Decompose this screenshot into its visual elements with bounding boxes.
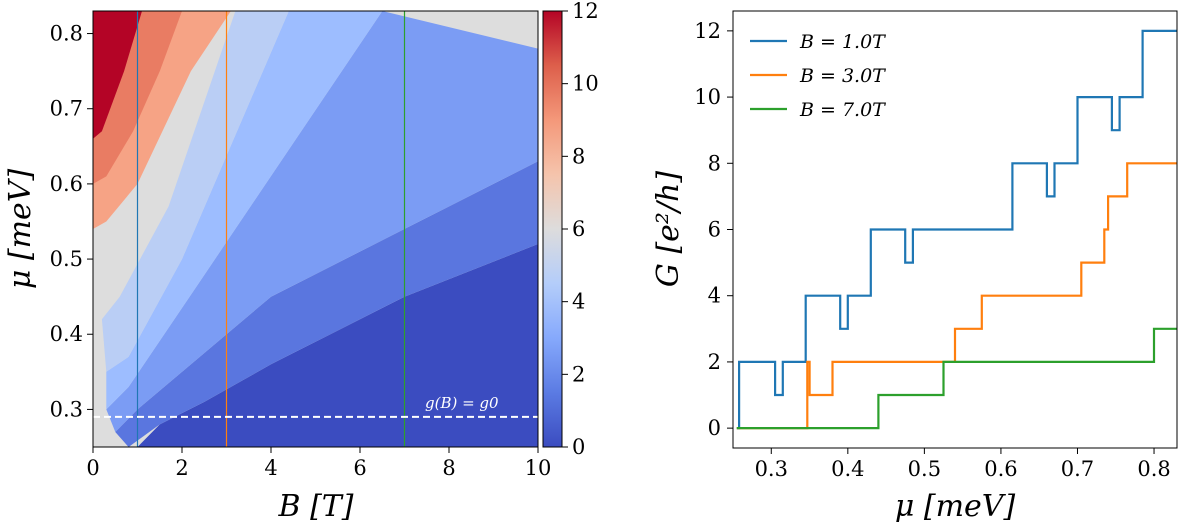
heatmap-y-tick-label: 0.4 [50, 322, 83, 346]
colorbar-tick-label: 6 [572, 217, 585, 241]
line-x-tick-label: 0.7 [1061, 457, 1094, 481]
line-y-label: G [e²/h] [651, 171, 686, 287]
heatmap-x-tick-label: 6 [353, 456, 366, 480]
heatmap-y-tick-label: 0.6 [50, 172, 83, 196]
colorbar-tick-label: 2 [572, 362, 585, 386]
line-axes: 0.3 0.4 0.5 0.6 0.7 0.8 0 2 4 6 8 10 12 [694, 19, 1170, 481]
heatmap-y-label: μ [meV] [3, 169, 38, 290]
line-x-tick-label: 0.5 [908, 457, 941, 481]
heatmap-lines [93, 11, 538, 447]
line-x-tick-label: 0.4 [831, 457, 864, 481]
heatmap-region-2 [106, 11, 538, 432]
line-y-tick-label: 2 [708, 350, 721, 374]
heatmap-region-3 [106, 11, 383, 410]
line-y-tick-label: 12 [694, 19, 721, 43]
colorbar-tick-label: 12 [572, 0, 599, 23]
legend-label-1: B = 3.0T [799, 65, 886, 87]
heatmap-x-label: B [T] [278, 489, 354, 524]
heatmap-x-tick-label: 2 [175, 456, 188, 480]
line-x-tick-label: 0.3 [755, 457, 788, 481]
heatmap-panel: g(B) = g0 0 2 4 6 8 10 0.3 0.4 0.5 0.6 0.7 0.8 B [T… [3, 10, 552, 524]
heatmap-region-4 [101, 11, 289, 372]
colorbar-gradient [542, 10, 563, 448]
line-y-tick-label: 4 [708, 284, 721, 308]
heatmap-y-tick-label: 0.7 [50, 97, 83, 121]
series-line-2 [736, 327, 1177, 430]
heatmap-x-tick-label: 10 [525, 456, 552, 480]
heatmap-y-tick-label: 0.5 [50, 247, 83, 271]
line-y-tick-label: 8 [708, 151, 721, 175]
colorbar-tick-label: 10 [572, 72, 599, 96]
heatmap-x-tick-label: 0 [86, 456, 99, 480]
annotation-label: g(B) = g0 [425, 394, 499, 412]
series-line-0 [736, 29, 1177, 430]
heatmap-region-1 [115, 161, 538, 447]
colorbar-tick-label: 0 [572, 435, 585, 459]
line-y-tick-label: 10 [694, 85, 721, 109]
heatmap-x-tick-label: 8 [442, 456, 455, 480]
colorbar-tick-label: 4 [572, 290, 585, 314]
line-legend: B = 1.0T B = 3.0T B = 7.0T [750, 31, 886, 121]
series-line-1 [736, 162, 1177, 430]
line-y-tick-label: 0 [708, 416, 721, 440]
heatmap-x-tick-label: 4 [264, 456, 277, 480]
heatmap-y-tick-label: 0.3 [50, 397, 83, 421]
legend-label-0: B = 1.0T [799, 31, 886, 53]
line-series [736, 29, 1177, 430]
line-y-tick-label: 6 [708, 218, 721, 242]
line-x-label: μ [meV] [895, 489, 1016, 524]
heatmap-axes: 0 2 4 6 8 10 0.3 0.4 0.5 0.6 0.7 0.8 [50, 22, 552, 480]
colorbar: 0 2 4 6 8 10 12 [542, 0, 599, 459]
heatmap-region-7 [93, 11, 142, 139]
heatmap-regions [93, 11, 538, 447]
colorbar-tick-label: 8 [572, 144, 585, 168]
line-x-tick-label: 0.8 [1137, 457, 1170, 481]
heatmap-frame [92, 10, 539, 448]
legend-label-2: B = 7.0T [799, 99, 886, 121]
heatmap-region-0 [137, 244, 538, 447]
heatmap-y-tick-label: 0.8 [50, 22, 83, 46]
line-x-tick-label: 0.6 [984, 457, 1017, 481]
colorbar-ticks: 0 2 4 6 8 10 12 [562, 0, 599, 459]
